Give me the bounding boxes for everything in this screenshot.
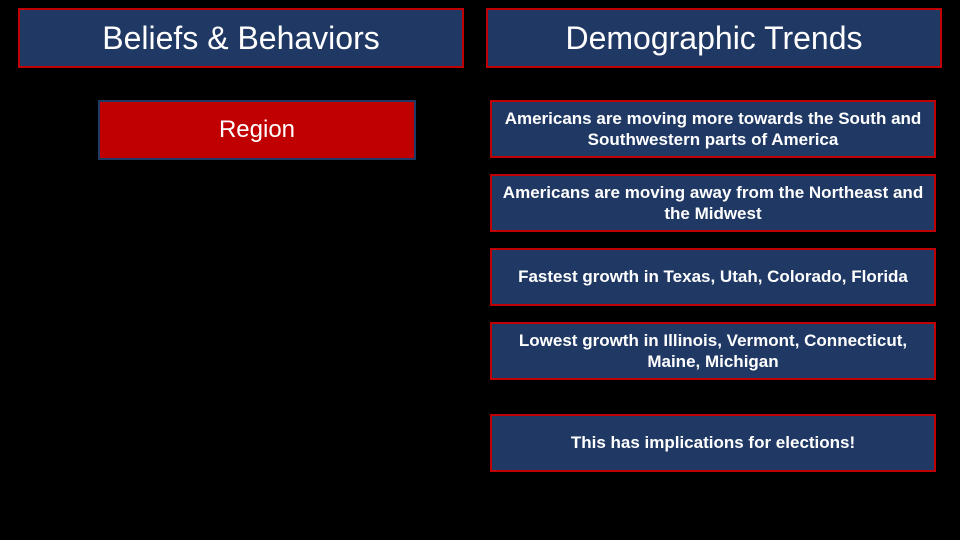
bullet-5: This has implications for elections! bbox=[490, 414, 936, 472]
header-left: Beliefs & Behaviors bbox=[18, 8, 464, 68]
bullet-1: Americans are moving more towards the So… bbox=[490, 100, 936, 158]
header-right: Demographic Trends bbox=[486, 8, 942, 68]
region-box: Region bbox=[98, 100, 416, 160]
bullet-2: Americans are moving away from the North… bbox=[490, 174, 936, 232]
bullet-3: Fastest growth in Texas, Utah, Colorado,… bbox=[490, 248, 936, 306]
bullet-4: Lowest growth in Illinois, Vermont, Conn… bbox=[490, 322, 936, 380]
